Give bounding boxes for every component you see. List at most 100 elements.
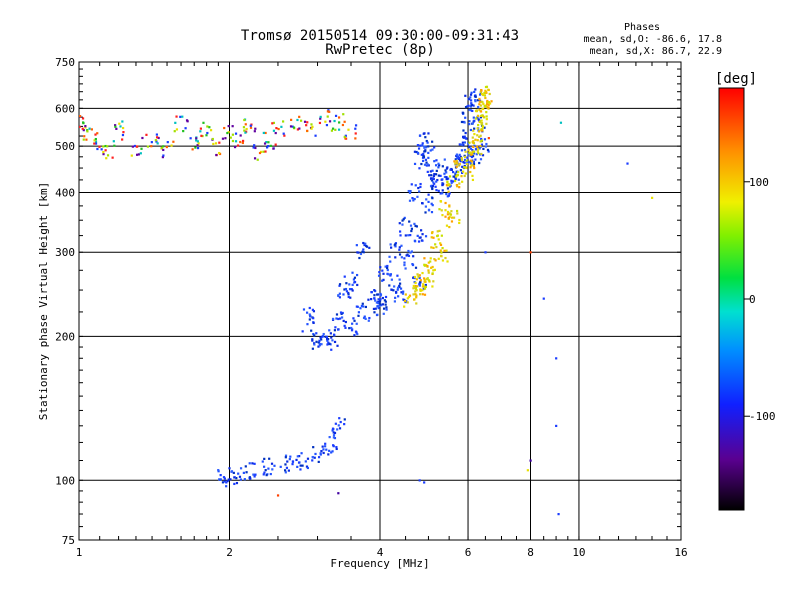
data-point	[373, 311, 376, 314]
data-point	[448, 192, 451, 195]
data-point	[347, 128, 350, 131]
data-point	[131, 145, 134, 148]
data-point	[356, 333, 359, 336]
data-point	[102, 145, 105, 148]
data-point	[460, 156, 463, 160]
data-point	[175, 128, 179, 131]
data-point	[226, 131, 229, 135]
data-point	[444, 215, 447, 218]
data-point	[305, 311, 309, 314]
data-point	[460, 171, 464, 175]
data-point	[343, 135, 346, 138]
data-point	[487, 137, 490, 140]
data-point	[379, 303, 382, 306]
data-point	[295, 458, 298, 462]
data-point	[476, 134, 479, 137]
data-point	[486, 99, 489, 103]
data-point	[413, 150, 417, 153]
data-point	[306, 121, 309, 124]
y-tick-label: 200	[55, 330, 75, 343]
data-point	[84, 125, 87, 128]
data-point	[370, 297, 373, 301]
data-point	[348, 288, 352, 291]
data-point	[471, 160, 474, 163]
data-point	[318, 339, 321, 342]
data-point	[332, 428, 335, 431]
data-point	[423, 280, 426, 283]
data-point	[223, 477, 226, 480]
data-point	[462, 160, 465, 164]
data-point	[333, 329, 337, 332]
data-point	[209, 129, 213, 132]
data-point	[469, 162, 472, 165]
data-point	[135, 153, 139, 156]
data-point	[330, 129, 334, 132]
data-point	[421, 285, 425, 288]
data-point	[412, 287, 415, 290]
data-point	[415, 150, 418, 154]
data-point	[463, 161, 466, 164]
data-point	[234, 132, 238, 135]
data-point	[472, 162, 476, 166]
data-point	[265, 474, 268, 477]
data-point	[477, 148, 480, 151]
data-point	[416, 285, 419, 288]
data-point	[263, 471, 266, 474]
data-point	[237, 472, 240, 475]
data-point	[479, 116, 482, 119]
data-point	[471, 109, 474, 113]
data-point	[445, 177, 448, 181]
data-point	[313, 456, 316, 459]
data-point	[439, 242, 442, 245]
data-point	[351, 283, 354, 286]
data-point	[458, 143, 461, 146]
data-point	[422, 287, 425, 291]
data-point	[437, 189, 440, 192]
data-point	[473, 90, 476, 94]
data-point	[374, 307, 377, 310]
data-point	[423, 146, 426, 149]
data-point	[381, 269, 384, 272]
data-point	[338, 283, 342, 286]
data-point	[349, 296, 352, 299]
data-point	[399, 287, 403, 290]
data-point	[381, 279, 384, 282]
data-point	[451, 216, 454, 219]
data-point	[452, 175, 455, 178]
data-point	[345, 282, 348, 285]
data-point	[472, 165, 475, 168]
data-point	[479, 158, 483, 161]
data-point	[450, 181, 453, 184]
data-point	[465, 166, 468, 169]
data-point	[225, 481, 228, 484]
data-point	[430, 236, 433, 239]
data-point	[407, 249, 410, 253]
data-point	[328, 329, 331, 332]
data-point	[471, 122, 474, 125]
data-point	[440, 234, 443, 237]
data-point	[419, 144, 422, 147]
data-point	[351, 289, 354, 292]
data-point	[464, 105, 468, 109]
data-point	[439, 243, 443, 246]
x-tick-label: 1	[76, 546, 83, 559]
data-point	[413, 162, 417, 166]
data-point	[296, 465, 299, 468]
data-point	[326, 339, 329, 342]
data-point	[473, 150, 476, 153]
data-point	[468, 108, 471, 111]
data-point	[364, 317, 367, 320]
data-point	[421, 271, 424, 275]
data-point	[415, 289, 418, 292]
data-point	[484, 145, 488, 148]
data-point	[363, 315, 366, 318]
data-point	[428, 174, 431, 177]
data-point	[431, 285, 434, 288]
data-point	[424, 158, 428, 161]
data-point	[427, 132, 430, 135]
data-point	[411, 263, 415, 267]
data-point	[400, 244, 403, 247]
data-point	[460, 158, 464, 162]
data-point	[408, 191, 412, 194]
data-point	[244, 465, 247, 468]
